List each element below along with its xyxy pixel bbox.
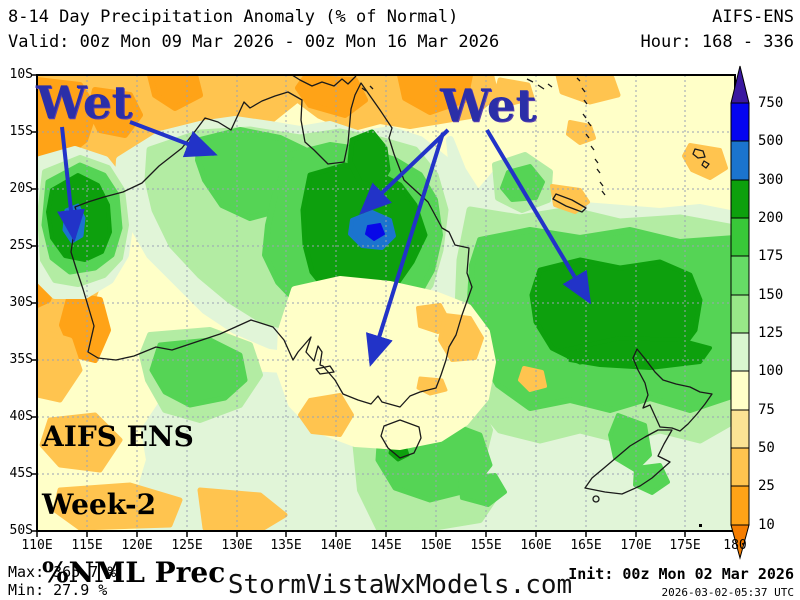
coastline (70, 75, 713, 503)
lat-label: 35S (9, 352, 33, 367)
lon-label: 175E (669, 538, 701, 553)
page-title: 8-14 Day Precipitation Anomaly (% of Nor… (8, 7, 459, 27)
min-value: Min: 27.9 % (8, 581, 108, 599)
lat-label: 15S (9, 124, 33, 139)
model-name: AIFS-ENS (712, 7, 794, 27)
lon-label: 120E (121, 538, 153, 553)
colorbar-label: 500 (758, 133, 784, 149)
lat-label: 10S (9, 67, 33, 82)
forecast-hour: Hour: 168 - 336 (640, 32, 794, 52)
colorbar-label: 50 (758, 440, 775, 456)
lon-label: 150E (420, 538, 452, 553)
colorbar-label: 200 (758, 210, 784, 226)
overlay-line-2: Week-2 (42, 488, 157, 521)
lon-label: 160E (520, 538, 552, 553)
colorbar-label: 100 (758, 363, 784, 379)
lat-label: 40S (9, 409, 33, 424)
lon-label: 125E (171, 538, 203, 553)
lon-label: 155E (470, 538, 502, 553)
colorbar (730, 65, 750, 560)
lat-label: 30S (9, 295, 33, 310)
colorbar-label: 750 (758, 95, 784, 111)
wet-annotation-right: Wet (440, 79, 537, 132)
colorbar-label: 75 (758, 402, 775, 418)
lon-label: 135E (270, 538, 302, 553)
max-value: Max: 365.7 % (8, 563, 117, 581)
colorbar-label: 10 (758, 517, 775, 533)
overlay-line-1: AIFS ENS (42, 420, 194, 453)
lat-label: 25S (9, 238, 33, 253)
lat-label: 50S (9, 523, 33, 538)
wet-annotation-left: Wet (36, 76, 133, 129)
gridlines (37, 75, 735, 531)
lat-label: 20S (9, 181, 33, 196)
valid-range: Valid: 00z Mon 09 Mar 2026 - 00z Mon 16 … (8, 32, 500, 52)
lon-label: 130E (221, 538, 253, 553)
init-time: Init: 00z Mon 02 Mar 2026 (568, 565, 794, 583)
overlay-line-3: %NML Prec (42, 556, 226, 589)
lon-label: 145E (370, 538, 402, 553)
lon-label: 180 (723, 538, 747, 553)
wet-arrows (57, 120, 592, 367)
colorbar-label: 150 (758, 287, 784, 303)
precip-shading (37, 75, 735, 531)
lon-label: 170E (620, 538, 652, 553)
colorbar-label: 300 (758, 172, 784, 188)
colorbar-label: 25 (758, 478, 775, 494)
lon-label: 115E (71, 538, 103, 553)
colorbar-label: 125 (758, 325, 784, 341)
map-overlay-caption: AIFS ENS Week-2 %NML Prec (42, 420, 225, 590)
lon-label: 110E (21, 538, 53, 553)
colorbar-label: 175 (758, 248, 784, 264)
lon-label: 140E (320, 538, 352, 553)
lat-label: 45S (9, 466, 33, 481)
lon-label: 165E (570, 538, 602, 553)
generation-timestamp: 2026-03-02-05:37 UTC (661, 586, 794, 599)
watermark-site: StormVistaWxModels.com (227, 570, 573, 600)
